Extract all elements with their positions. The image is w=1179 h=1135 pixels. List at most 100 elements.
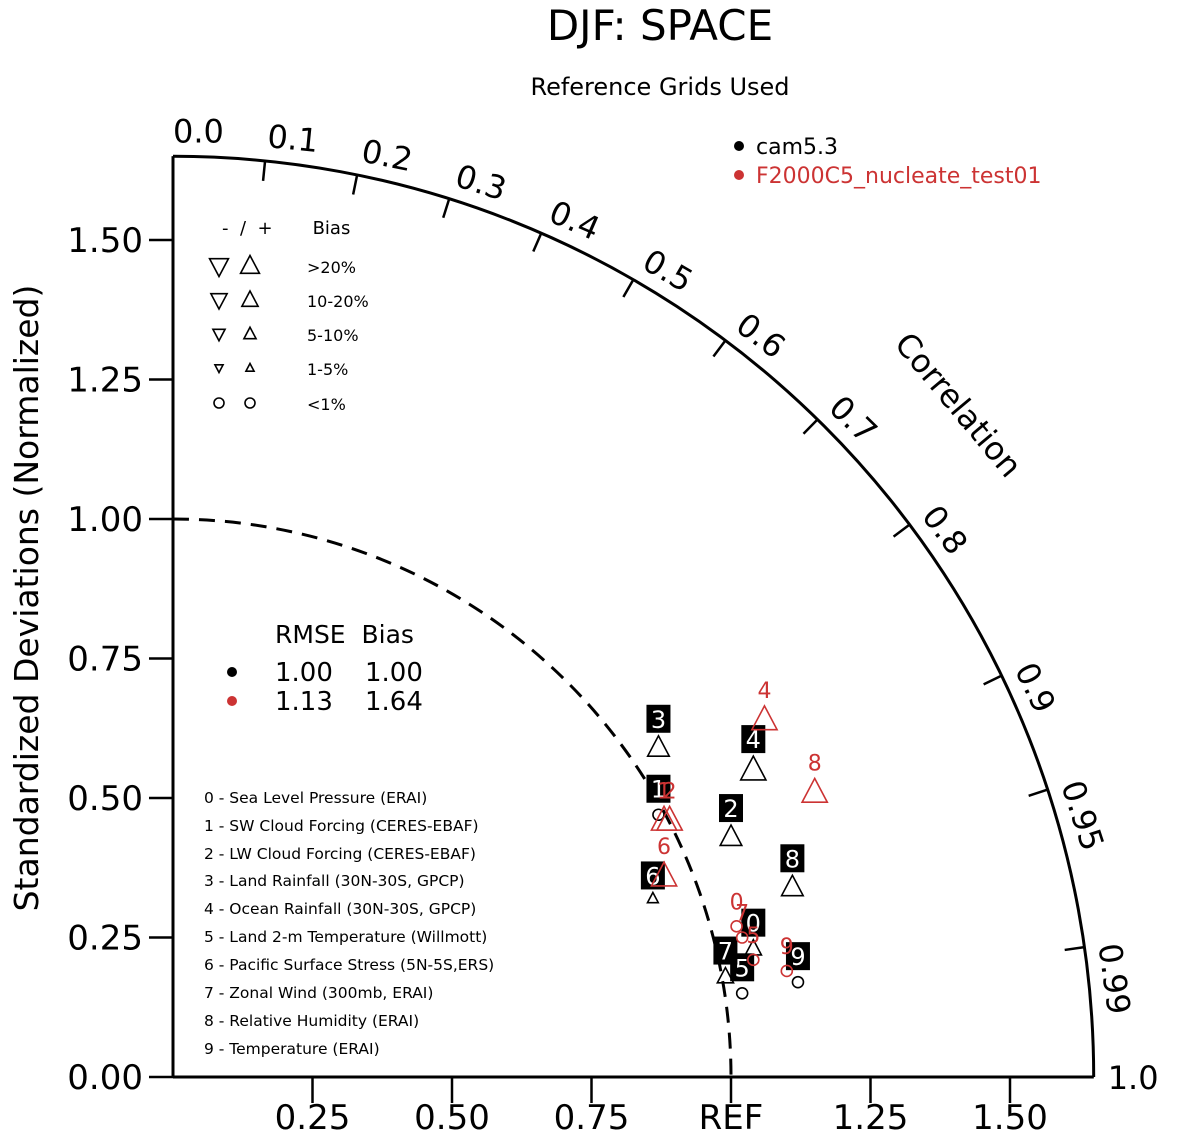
bias-symbol-down bbox=[213, 364, 225, 375]
variable-item: 7 - Zonal Wind (300mb, ERAI) bbox=[204, 984, 433, 1002]
bias-symbol-down bbox=[209, 292, 229, 311]
data-point-marker bbox=[780, 873, 805, 897]
data-point-label: 8 bbox=[808, 751, 822, 776]
y-tick-label: 0.25 bbox=[67, 919, 143, 959]
bias-label-lt1: <1% bbox=[307, 395, 346, 414]
bias-symbol-up bbox=[239, 253, 261, 275]
variable-item: 8 - Relative Humidity (ERAI) bbox=[204, 1012, 419, 1030]
data-point-label: 9 bbox=[780, 935, 794, 960]
chart-title: DJF: SPACE bbox=[547, 1, 773, 50]
data-point-marker bbox=[739, 754, 768, 781]
variable-item: 6 - Pacific Surface Stress (5N-5S,ERS) bbox=[204, 956, 494, 974]
bias-value-test: 1.64 bbox=[365, 687, 423, 717]
x-tick-label: 0.25 bbox=[275, 1098, 351, 1135]
data-point-marker bbox=[715, 965, 735, 984]
data-point-label-box bbox=[741, 908, 766, 937]
correlation-tick-label: 0.0 bbox=[173, 112, 224, 150]
outer-arc bbox=[172, 154, 1096, 1078]
data-point-label-box bbox=[713, 936, 738, 965]
data-point-label: 6 bbox=[645, 862, 660, 890]
data-point-marker bbox=[800, 776, 829, 804]
y-tick-label: 1.00 bbox=[67, 500, 143, 540]
data-point-label-box bbox=[785, 942, 810, 971]
data-point-label: 4 bbox=[757, 679, 771, 704]
data-point-label-box bbox=[646, 704, 671, 733]
case-legend: cam5.3 F2000C5_nucleate_test01 bbox=[734, 135, 1042, 189]
data-point-marker bbox=[735, 986, 749, 1000]
variable-item: 0 - Sea Level Pressure (ERAI) bbox=[204, 789, 427, 807]
variable-item: 5 - Land 2-m Temperature (Willmott) bbox=[204, 928, 487, 946]
data-point-marker bbox=[655, 804, 684, 831]
correlation-tick-label: 0.6 bbox=[729, 305, 793, 366]
rmse-table: RMSE Bias 1.00 1.00 1.13 1.64 bbox=[227, 620, 423, 717]
data-point-label: 1 bbox=[657, 779, 671, 804]
variable-item: 9 - Temperature (ERAI) bbox=[204, 1040, 380, 1058]
rmse-dot-cam bbox=[227, 667, 237, 677]
y-tick-label: 1.50 bbox=[67, 221, 143, 261]
correlation-tick-label: 0.95 bbox=[1053, 776, 1111, 856]
data-point-marker bbox=[652, 808, 665, 822]
bias-label-5-10: 5-10% bbox=[307, 326, 359, 345]
rmse-value-cam: 1.00 bbox=[275, 658, 333, 688]
correlation-label: Correlation bbox=[887, 325, 1030, 485]
correlation-tick-label: 0.9 bbox=[1007, 656, 1063, 718]
case-name-cam: cam5.3 bbox=[756, 135, 838, 160]
data-point-marker bbox=[791, 975, 805, 989]
variable-item: 3 - Land Rainfall (30N-30S, GPCP) bbox=[204, 872, 465, 890]
data-point-marker bbox=[718, 823, 744, 847]
rmse-value-test: 1.13 bbox=[275, 687, 333, 717]
data-point-label: 7 bbox=[735, 902, 749, 927]
correlation-tick bbox=[802, 418, 819, 435]
x-tick-label: REF bbox=[699, 1098, 764, 1135]
correlation-tick-label: 0.5 bbox=[636, 242, 699, 300]
bias-legend: - / + Bias >20% 10-20% 5-10% 1-5% <1% bbox=[208, 218, 369, 414]
bias-label-1-5: 1-5% bbox=[307, 360, 348, 379]
correlation-tick bbox=[983, 674, 1003, 686]
correlation-tick-label: 0.99 bbox=[1090, 941, 1138, 1017]
data-point-label: 9 bbox=[790, 943, 805, 971]
data-point-label: 2 bbox=[663, 779, 677, 804]
data-point-label: 1 bbox=[651, 776, 666, 804]
data-point-marker bbox=[780, 964, 794, 978]
x-tick-label: 0.75 bbox=[554, 1098, 630, 1135]
variable-item: 1 - SW Cloud Forcing (CERES-EBAF) bbox=[204, 817, 479, 835]
y-tick-label: 0.75 bbox=[67, 640, 143, 680]
bias-symbol-circle bbox=[244, 397, 256, 409]
data-point-marker bbox=[730, 920, 743, 933]
rmse-header: RMSE Bias bbox=[275, 620, 414, 649]
data-point-label: 0 bbox=[730, 890, 744, 915]
data-point-label: 5 bbox=[746, 924, 760, 949]
data-point-label: 2 bbox=[723, 795, 738, 823]
variable-item: 2 - LW Cloud Forcing (CERES-EBAF) bbox=[204, 845, 476, 863]
data-point-label: 8 bbox=[785, 845, 800, 873]
case-dot-cam bbox=[734, 141, 744, 151]
case-name-test: F2000C5_nucleate_test01 bbox=[756, 164, 1042, 189]
case-dot-test bbox=[734, 170, 744, 180]
bias-symbol-up bbox=[240, 289, 260, 308]
data-point-marker bbox=[650, 860, 678, 887]
y-axis-label: Standardized Deviations (Normalized) bbox=[7, 285, 46, 912]
correlation-tick bbox=[1064, 945, 1085, 952]
bias-legend-header: - / + Bias bbox=[222, 218, 350, 239]
data-point-marker bbox=[735, 931, 749, 944]
data-point-label-box bbox=[780, 844, 805, 873]
variable-list: 0 - Sea Level Pressure (ERAI) 1 - SW Clo… bbox=[204, 789, 494, 1058]
bias-value-cam: 1.00 bbox=[365, 658, 423, 688]
x-tick-label: 0.50 bbox=[414, 1098, 490, 1135]
correlation-tick bbox=[261, 160, 267, 181]
x-tick-label: 1.25 bbox=[833, 1098, 909, 1135]
correlation-tick-label: 0.8 bbox=[914, 498, 975, 562]
correlation-tick bbox=[442, 198, 451, 219]
x-tick-label: 1.50 bbox=[972, 1098, 1048, 1135]
correlation-tick-label: 0.1 bbox=[266, 117, 320, 160]
correlation-tick-label: 1.0 bbox=[1108, 1059, 1159, 1097]
bias-symbol-up bbox=[244, 361, 256, 372]
bias-symbol-circle bbox=[213, 397, 225, 409]
data-point-label-box bbox=[646, 774, 671, 803]
data-point-marker bbox=[747, 953, 760, 967]
bias-label-gt20: >20% bbox=[307, 258, 356, 277]
data-point-label: 3 bbox=[651, 706, 666, 734]
variable-item: 4 - Ocean Rainfall (30N-30S, GPCP) bbox=[204, 900, 476, 918]
